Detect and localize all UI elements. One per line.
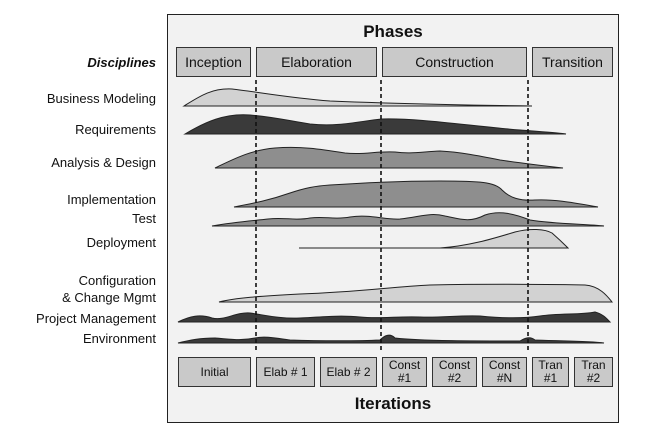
hump-test — [211, 212, 605, 227]
iteration-initial: Initial — [178, 357, 251, 387]
hump-deployment — [299, 229, 570, 249]
iteration-const-1-line1: Const — [388, 358, 421, 372]
discipline-environment: Environment — [83, 331, 156, 346]
iteration-const-2: Const #2 — [432, 357, 477, 387]
iteration-const-2-line2: #2 — [447, 371, 462, 385]
hump-environment — [177, 334, 605, 344]
iteration-const-n-line1: Const — [488, 358, 521, 372]
phase-inception: Inception — [176, 47, 251, 77]
phase-elaboration: Elaboration — [256, 47, 377, 77]
iteration-elab-1-label: Elab # 1 — [263, 364, 308, 379]
discipline-configuration: Configuration — [78, 273, 156, 288]
hump-requirements — [183, 114, 567, 135]
iteration-const-n-line2: #N — [496, 371, 513, 385]
iteration-tran-1-line2: #1 — [543, 371, 558, 385]
hump-project-management — [177, 311, 612, 323]
iteration-elab-1: Elab # 1 — [256, 357, 315, 387]
discipline-requirements: Requirements — [75, 122, 156, 137]
hump-business-modeling — [182, 88, 533, 107]
iteration-tran-1-line1: Tran — [538, 358, 563, 372]
phase-transition: Transition — [532, 47, 613, 77]
iteration-tran-1: Tran #1 — [532, 357, 569, 387]
discipline-project-management: Project Management — [36, 311, 156, 326]
iteration-const-2-line1: Const — [438, 358, 471, 372]
discipline-analysis-design: Analysis & Design — [51, 155, 156, 170]
iteration-initial-label: Initial — [200, 364, 229, 379]
iteration-elab-2: Elab # 2 — [320, 357, 377, 387]
iterations-title: Iterations — [354, 394, 432, 413]
hump-implementation — [233, 180, 599, 208]
phase-construction: Construction — [382, 47, 527, 77]
phases-title: Phases — [363, 22, 423, 41]
discipline-business-modeling: Business Modeling — [46, 91, 156, 106]
hump-analysis-design — [214, 146, 564, 169]
disciplines-header: Disciplines — [87, 55, 156, 70]
hump-configuration — [218, 283, 614, 303]
iteration-const-1: Const #1 — [382, 357, 427, 387]
iteration-const-n: Const #N — [482, 357, 527, 387]
discipline-change-mgmt: & Change Mgmt — [62, 290, 156, 305]
discipline-test: Test — [132, 211, 156, 226]
iteration-tran-2-line2: #2 — [586, 371, 601, 385]
discipline-implementation: Implementation — [67, 192, 156, 207]
iteration-const-1-line2: #1 — [397, 371, 412, 385]
iteration-tran-2-line1: Tran — [581, 358, 606, 372]
iteration-tran-2: Tran #2 — [574, 357, 613, 387]
discipline-deployment: Deployment — [86, 235, 156, 250]
iteration-elab-2-label: Elab # 2 — [326, 364, 371, 379]
